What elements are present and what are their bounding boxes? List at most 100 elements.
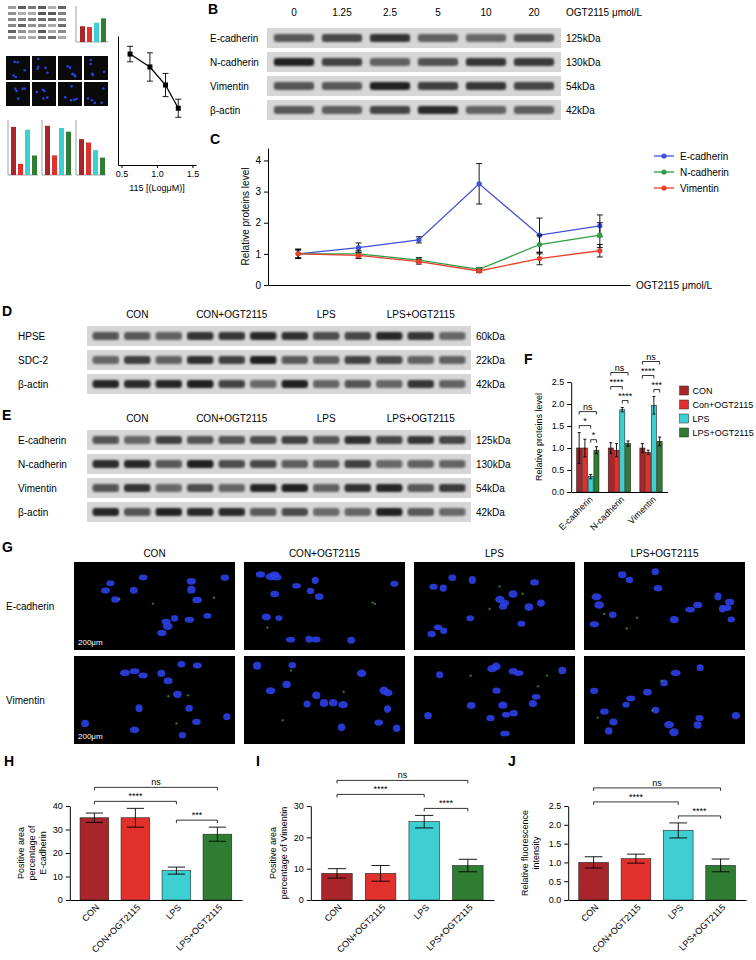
tick: CON — [579, 902, 600, 923]
tick: 0 — [58, 895, 70, 905]
nucleus — [192, 719, 201, 725]
thumbnail-image — [6, 82, 30, 106]
nucleus — [338, 724, 346, 732]
stain-spot — [651, 709, 653, 711]
series-line — [298, 184, 600, 254]
stain-spot — [213, 597, 215, 599]
blot-band — [376, 380, 402, 388]
stain-spot — [546, 674, 548, 676]
blot-band — [466, 58, 506, 66]
blot-band — [93, 380, 119, 388]
error-bar — [597, 223, 603, 248]
protein-label: β-actin — [18, 507, 48, 518]
error-bar — [658, 437, 661, 446]
bar — [608, 448, 613, 492]
protein-label: E-cadherin — [210, 33, 258, 44]
legend-swatch — [680, 400, 689, 409]
tick-mark — [567, 448, 571, 449]
tick-label: CON+OGT2115 — [90, 902, 142, 954]
tick-mark — [122, 165, 123, 168]
scale-bar-label: 200μm — [78, 732, 103, 741]
thumbnail-nucleus — [23, 69, 26, 72]
significance-bracket — [94, 787, 217, 790]
nucleus — [286, 637, 295, 643]
panel-label: D — [2, 303, 12, 319]
bar — [625, 444, 630, 492]
significance-label: **** — [128, 791, 143, 801]
blot-band — [345, 332, 371, 340]
thumbnail-nucleus — [74, 75, 77, 78]
nucleus — [282, 681, 290, 688]
tick-label: CON — [323, 902, 344, 923]
thumbnail-band — [58, 24, 66, 27]
nucleus — [193, 663, 202, 669]
error-bar — [627, 441, 630, 446]
thumbnail-band — [8, 30, 16, 33]
stain-spot — [603, 613, 605, 615]
x-axis-title: OGT2115 μmol/L — [636, 280, 713, 291]
thumbnail-band — [18, 36, 26, 39]
thumbnail-nucleus — [15, 90, 18, 93]
blot-band — [274, 82, 314, 90]
stain-spot — [371, 601, 373, 603]
tick: LPS — [666, 902, 685, 921]
thumbnail-band — [58, 12, 66, 15]
blot-background — [267, 76, 561, 96]
blot-band — [466, 82, 506, 90]
micrograph — [584, 656, 745, 744]
stain-spot — [537, 685, 539, 687]
image-grid: GCONCON+OGT2115LPSLPS+OGT2115E-cadherin2… — [2, 539, 745, 744]
tick-label: 2.0 — [549, 820, 562, 830]
tick-label: Vimentin — [626, 494, 658, 526]
tick: CON+OGT2115 — [590, 902, 642, 954]
nucleus — [725, 599, 734, 606]
nucleus — [120, 669, 130, 676]
blot-band — [376, 484, 402, 492]
nucleus — [492, 687, 500, 693]
thumbnail-nucleus — [69, 66, 72, 69]
tick-label: 0.5 — [549, 877, 562, 887]
tick: Vimentin — [626, 494, 658, 526]
nucleus — [669, 728, 678, 736]
marker — [537, 256, 542, 261]
thumbnail-nucleus — [43, 90, 46, 93]
thumbnail-nucleus — [17, 97, 20, 100]
stain-spot — [374, 603, 376, 605]
tick-label: 1.5 — [187, 169, 200, 179]
nucleus — [440, 584, 447, 591]
tick: 4 — [255, 155, 268, 166]
chart: HPositive areapercentage ofE-cadherin010… — [4, 753, 243, 955]
nucleus — [605, 727, 613, 734]
panel-label: J — [508, 753, 516, 769]
blot-band — [408, 380, 434, 388]
significance-bracket — [579, 426, 591, 429]
blot-band — [313, 332, 339, 340]
x-axis-line — [569, 900, 747, 901]
tick-mark — [564, 881, 568, 882]
blot-band — [219, 484, 245, 492]
nucleus — [192, 597, 202, 603]
blot-background — [87, 326, 471, 346]
panel-label: G — [2, 539, 13, 555]
chart: IPositive areapercentage of Vimentin0102… — [256, 753, 495, 955]
thumbnail-bar — [100, 158, 105, 175]
nucleus — [714, 593, 721, 601]
blot-band — [124, 332, 150, 340]
tick-label: 0 — [255, 280, 261, 291]
significance-bracket — [611, 387, 623, 390]
thumbnail-nucleus — [89, 59, 92, 62]
nucleus — [502, 712, 510, 718]
nucleus — [728, 617, 736, 623]
tick-label: LPS+OGT2115 — [424, 902, 474, 952]
thumbnail-image — [84, 56, 108, 80]
nucleus — [136, 704, 143, 712]
blot-band — [187, 508, 213, 516]
blot-background — [87, 454, 471, 474]
protein-label: Vimentin — [18, 483, 57, 494]
chart: FRelative proteins level0.00.51.01.52.02… — [524, 351, 754, 533]
western-blot: DCONCON+OGT2115LPSLPS+OGT2115HPSE60kDaSD… — [2, 303, 505, 394]
blot-band — [250, 484, 276, 492]
thumbnail-band — [28, 12, 36, 15]
x-axis-line — [70, 900, 242, 901]
blot-band — [439, 356, 465, 364]
